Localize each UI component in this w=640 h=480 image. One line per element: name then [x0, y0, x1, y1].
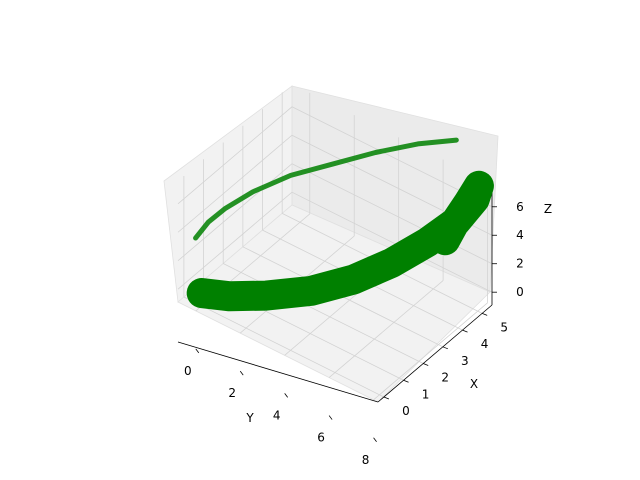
- z-tick-label: 0: [516, 285, 524, 299]
- x-tick-label: 3: [461, 354, 469, 368]
- z-gridline: [177, 134, 493, 236]
- data-point: [474, 181, 483, 190]
- x-tick-label: 4: [481, 337, 489, 351]
- z-tick-label: 2: [516, 257, 524, 271]
- data-point: [441, 236, 450, 245]
- y-axis-label: Y: [245, 411, 254, 425]
- y-tick-label: 2: [228, 386, 236, 400]
- y-tick: [195, 348, 200, 354]
- x-tick-label: 1: [422, 387, 430, 401]
- x-gridline: [183, 296, 385, 398]
- floor-pane: [177, 204, 491, 403]
- data-point: [349, 275, 358, 284]
- y-tick-label: 0: [184, 364, 192, 378]
- data-point: [197, 289, 206, 298]
- x-tick: [462, 329, 468, 333]
- y-tick: [239, 370, 244, 376]
- data-point: [464, 198, 473, 207]
- z-tick-label: 4: [516, 228, 524, 242]
- data-point: [262, 291, 271, 300]
- thin-tube-series: [193, 137, 459, 241]
- axis-titles: X Y Z: [245, 202, 552, 425]
- x-tick: [403, 379, 409, 383]
- y-tick-label: 4: [273, 408, 281, 422]
- z-gridline: [177, 106, 493, 208]
- x-tick: [383, 396, 390, 400]
- y-tick: [328, 415, 333, 420]
- y-tick-label: 6: [317, 431, 325, 445]
- series: [186, 137, 494, 312]
- data-point: [449, 220, 458, 229]
- x-tick: [423, 363, 429, 366]
- y-gridline: [373, 302, 488, 401]
- x-tick-label: 2: [441, 371, 449, 385]
- y-tick-label: 8: [362, 453, 370, 467]
- y-axis-line: [177, 341, 379, 403]
- x-tick: [482, 312, 488, 316]
- data-point: [387, 258, 396, 267]
- x-tick-label: 0: [402, 404, 410, 418]
- y-gridline: [328, 280, 444, 378]
- data-point: [470, 195, 479, 204]
- x-gridline: [223, 263, 424, 364]
- z-axis-label: Z: [544, 202, 552, 216]
- data-point: [422, 238, 431, 247]
- y-tick: [373, 437, 377, 443]
- x-axis-label: X: [470, 377, 478, 391]
- data-point: [307, 286, 316, 295]
- x-axis-line: [377, 304, 493, 403]
- axes: [177, 184, 497, 443]
- data-point: [225, 292, 234, 301]
- y-tick: [284, 393, 288, 398]
- x-tick-label: 5: [500, 320, 508, 334]
- z-tick-label: 6: [516, 200, 524, 214]
- x-tick: [442, 346, 449, 350]
